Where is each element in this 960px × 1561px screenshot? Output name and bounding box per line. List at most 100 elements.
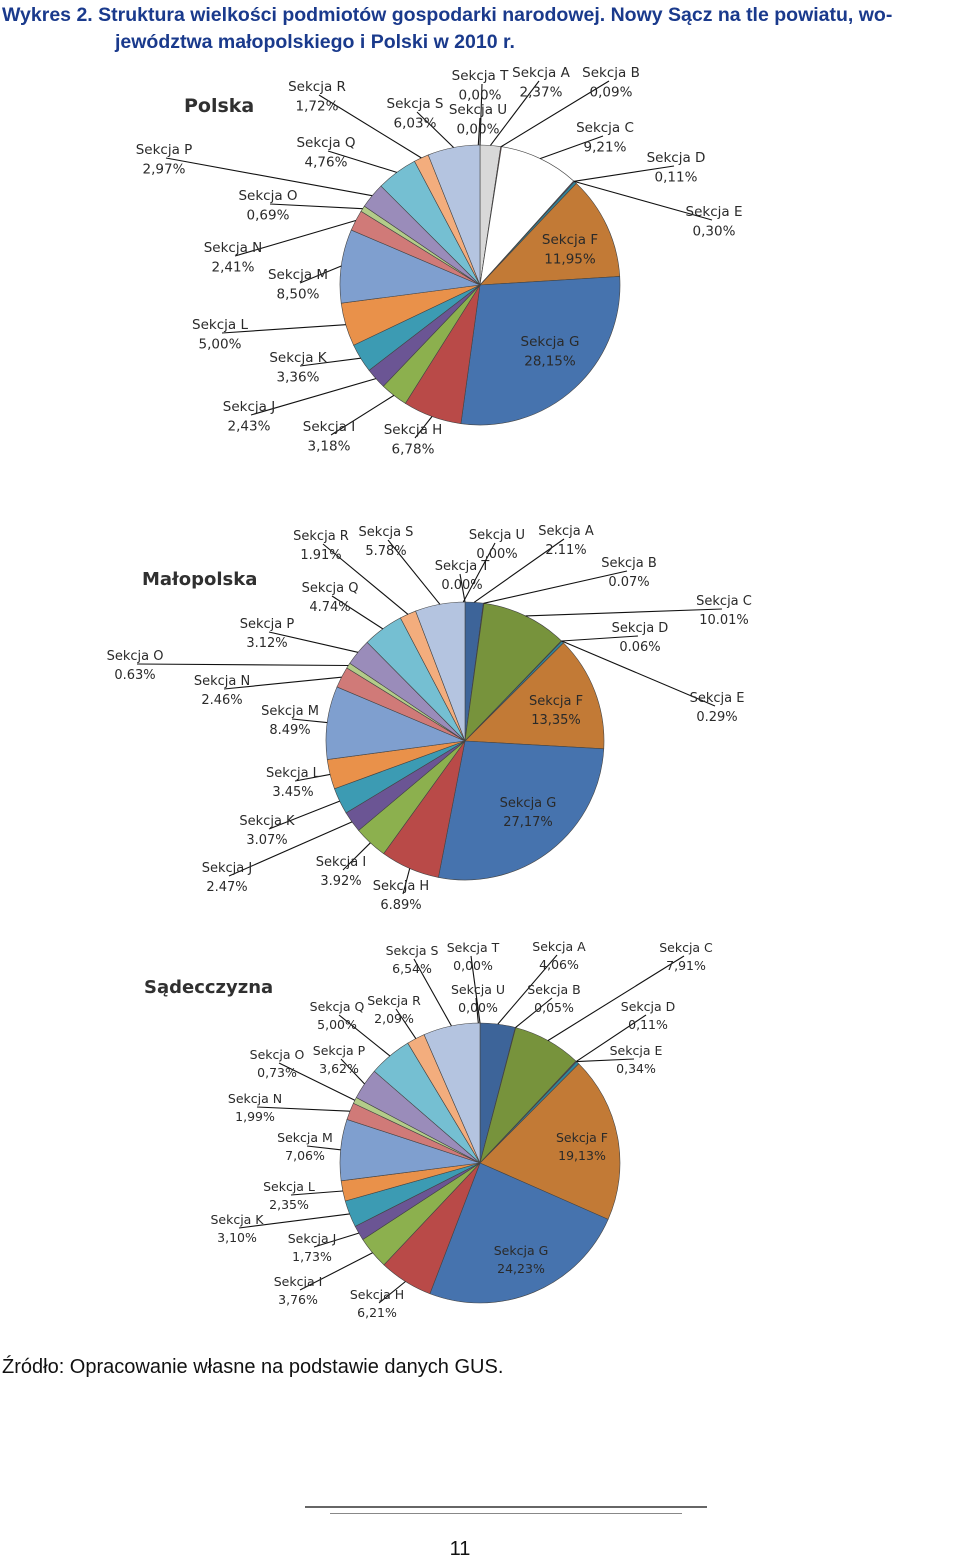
polska-label-e: Sekcja E 0,30%	[686, 204, 743, 240]
polska-label-i: Sekcja I 3,18%	[303, 419, 355, 455]
polska-leader-j	[250, 378, 377, 416]
polska-leader-b	[500, 80, 610, 148]
polska-label-p: Sekcja P 2,97%	[136, 142, 193, 178]
malopolska-label-i: Sekcja I 3.92%	[316, 855, 366, 889]
malopolska-label-e: Sekcja E 0.29%	[690, 691, 745, 725]
sadecczyzna-label-i: Sekcja I 3,76%	[274, 1274, 323, 1307]
malopolska-label-a: Sekcja A 2.11%	[538, 524, 594, 558]
sadecczyzna-label-g: Sekcja G 24,23%	[494, 1243, 549, 1276]
polska-leader-e	[573, 180, 713, 221]
polska-leader-c	[539, 135, 604, 160]
polska-label-o: Sekcja O 0,69%	[238, 188, 297, 224]
polska-slice-f	[479, 182, 621, 286]
polska-label-r: Sekcja R 1,72%	[288, 79, 346, 115]
sadecczyzna-leader-n	[256, 1106, 350, 1112]
malopolska-leader-s	[387, 539, 441, 605]
polska-leader-o	[269, 203, 363, 210]
polska-leader-k	[299, 357, 361, 367]
sadecczyzna-label-q: Sekcja Q 5,00%	[310, 999, 365, 1032]
sadecczyzna-leader-r	[395, 1008, 417, 1039]
sadecczyzna-slice-f	[479, 1063, 621, 1220]
malopolska-slice-g	[438, 740, 605, 881]
malopolska-leader-t	[459, 573, 466, 603]
malopolska-leader-d	[561, 635, 639, 642]
malopolska-leader-o	[136, 663, 349, 667]
sadecczyzna-leader-k	[238, 1213, 350, 1229]
polska-leader-m	[299, 265, 342, 284]
sadecczyzna-label-d: Sekcja D 0,11%	[621, 999, 675, 1032]
polska-label-s: Sekcja S 6,03%	[387, 96, 444, 132]
sadecczyzna-label-t: Sekcja T 0,00%	[447, 940, 500, 973]
sadecczyzna-leader-c	[547, 955, 685, 1042]
sadecczyzna-leader-p	[340, 1058, 365, 1085]
polska-label-c: Sekcja C 9,21%	[576, 120, 634, 156]
footer-divider-thin	[330, 1513, 682, 1514]
malopolska-label-s: Sekcja S 5.78%	[359, 525, 414, 559]
malopolska-label-p: Sekcja P 3.12%	[240, 617, 295, 651]
polska-label-d: Sekcja D 0,11%	[647, 150, 706, 186]
malopolska-chart-title: Małopolska	[142, 569, 257, 590]
malopolska-label-c: Sekcja C 10.01%	[696, 594, 752, 628]
sadecczyzna-label-m: Sekcja M 7,06%	[277, 1130, 333, 1163]
malopolska-leader-m	[291, 718, 328, 724]
malopolska-label-g: Sekcja G 27,17%	[500, 796, 557, 830]
malopolska-label-o: Sekcja O 0.63%	[107, 649, 164, 683]
sadecczyzna-pie: Sądecczyzna Sekcja A 4,06% Sekcja B 0,05% Sek…	[144, 939, 713, 1320]
sadecczyzna-label-h: Sekcja H 6,21%	[350, 1287, 404, 1320]
malopolska-leader-j	[228, 821, 353, 877]
malopolska-label-l: Sekcja L 3.45%	[266, 766, 321, 800]
figure-title-line-1: Wykres 2. Struktura wielkości podmiotów …	[2, 4, 893, 26]
sadecczyzna-label-l: Sekcja L 2,35%	[263, 1179, 315, 1212]
polska-leader-q	[327, 150, 397, 173]
polska-label-a: Sekcja A 2,37%	[512, 65, 570, 101]
malopolska-pie: Małopolska Sekcja A 2.11%Sekcja B 0.07% Sekc…	[107, 524, 752, 913]
polska-label-u: Sekcja U 0,00%	[449, 102, 507, 138]
malopolska-label-t: Sekcja T 0.00%	[435, 559, 490, 593]
malopolska-leader-a	[473, 538, 565, 603]
polska-label-b: Sekcja B 0,09%	[582, 65, 640, 101]
polska-label-j: Sekcja J 2,43%	[223, 399, 275, 435]
polska-leader-i	[330, 394, 395, 436]
sadecczyzna-leader-a	[497, 954, 558, 1025]
malopolska-label-r: Sekcja R 1.91%	[293, 529, 349, 563]
malopolska-label-k: Sekcja K 3.07%	[239, 814, 295, 848]
sadecczyzna-label-k: Sekcja K 3,10%	[210, 1212, 264, 1245]
sadecczyzna-slice-g	[429, 1162, 609, 1304]
sadecczyzna-label-a: Sekcja A 4,06%	[532, 939, 586, 972]
sadecczyzna-leader-e	[576, 1058, 635, 1063]
sadecczyzna-leader-s	[413, 958, 452, 1027]
sadecczyzna-leader-b	[515, 997, 553, 1029]
malopolska-leader-b	[483, 570, 628, 604]
sadecczyzna-label-p: Sekcja P 3,62%	[313, 1043, 366, 1076]
malopolska-leader-l	[294, 773, 331, 782]
polska-label-m: Sekcja M 8,50%	[268, 267, 328, 303]
sadecczyzna-label-j: Sekcja J 1,73%	[288, 1231, 337, 1264]
malopolska-leader-n	[223, 676, 342, 690]
sadecczyzna-leader-m	[306, 1145, 341, 1151]
sadecczyzna-leader-q	[338, 1014, 391, 1057]
page-number: 11	[449, 1538, 471, 1560]
polska-leader-h	[414, 416, 433, 439]
malopolska-leader-p	[268, 631, 359, 653]
malopolska-label-u: Sekcja U 0.00%	[469, 528, 525, 562]
polska-slice-c	[479, 146, 575, 286]
malopolska-label-b: Sekcja B 0.07%	[601, 556, 657, 590]
polska-chart-title: Polska	[184, 95, 254, 117]
sadecczyzna-leader-o	[278, 1062, 356, 1101]
sadecczyzna-leader-j	[313, 1232, 359, 1248]
malopolska-label-n: Sekcja N 2.46%	[194, 674, 250, 708]
sadecczyzna-leader-d	[575, 1014, 647, 1062]
polska-label-g: Sekcja G 28,15%	[521, 334, 580, 370]
polska-leader-p	[165, 157, 373, 197]
polska-leader-n	[234, 219, 356, 257]
polska-label-k: Sekcja K 3,36%	[269, 350, 327, 386]
sadecczyzna-leader-u	[475, 997, 479, 1024]
sadecczyzna-label-f: Sekcja F 19,13%	[556, 1130, 608, 1163]
polska-label-q: Sekcja Q 4,76%	[296, 135, 355, 171]
malopolska-label-d: Sekcja D 0.06%	[612, 621, 669, 655]
source-note: Źródło: Opracowanie własne na podstawie …	[2, 1356, 504, 1378]
sadecczyzna-leader-h	[378, 1281, 406, 1304]
figure-title: Wykres 2. Struktura wielkości podmiotów …	[2, 2, 960, 56]
malopolska-label-q: Sekcja Q 4.74%	[302, 581, 359, 615]
